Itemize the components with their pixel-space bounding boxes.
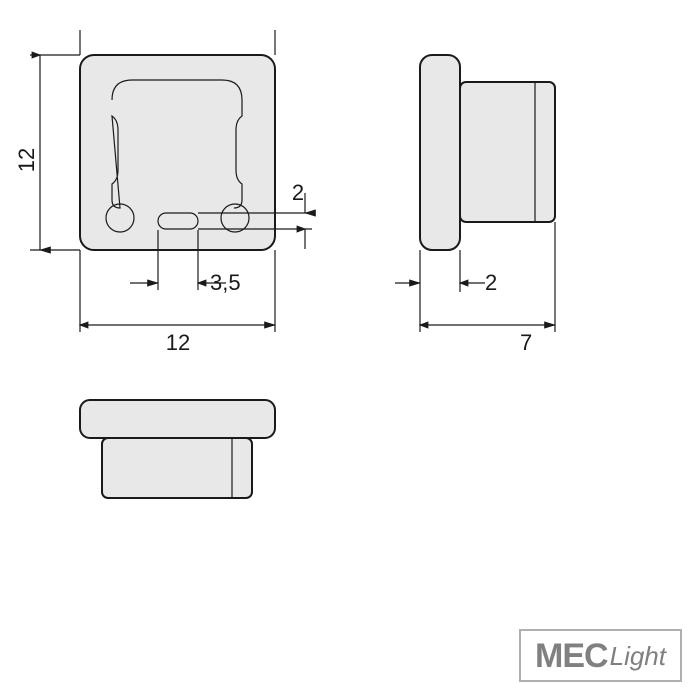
side-dims: 2 7 — [395, 222, 555, 355]
dim-side-flange: 2 — [485, 270, 497, 295]
dim-front-width: 12 — [166, 330, 190, 355]
technical-drawing: 12 12 3,5 2 2 — [0, 0, 700, 700]
dim-front-height: 12 — [14, 148, 39, 172]
logo-brand-text: MEC — [535, 637, 608, 676]
dim-slot-width: 3,5 — [210, 270, 241, 295]
side-view — [420, 55, 555, 250]
dim-slot-height: 2 — [292, 180, 304, 205]
top-view — [80, 400, 275, 498]
logo-sub-text: Light — [610, 641, 666, 672]
dim-side-depth: 7 — [520, 330, 532, 355]
brand-logo: MECLight — [519, 629, 682, 682]
front-view — [80, 55, 275, 250]
